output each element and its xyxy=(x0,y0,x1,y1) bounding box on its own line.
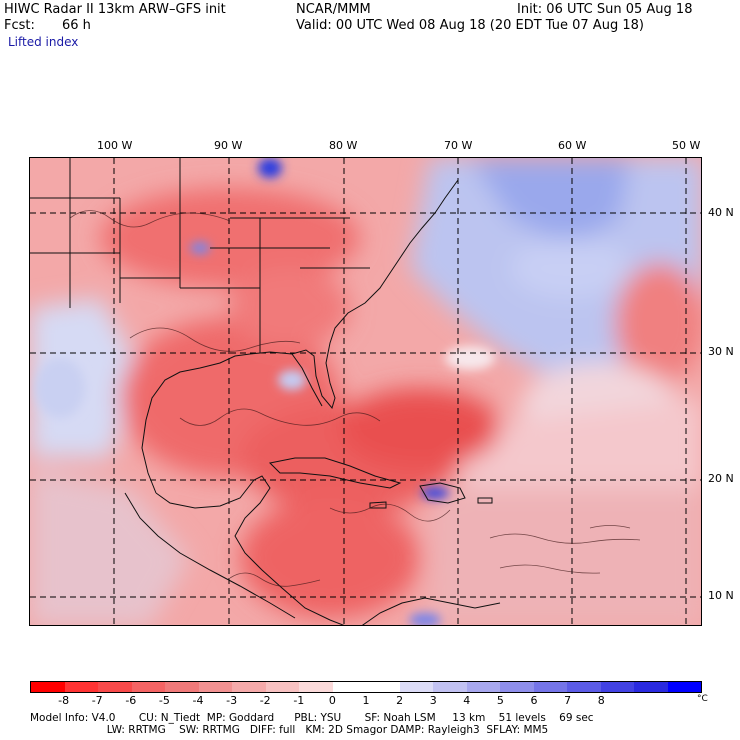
stable-patches xyxy=(35,158,495,625)
colorbar-swatch xyxy=(31,682,65,692)
longitude-label: 90 W xyxy=(214,139,243,152)
colorbar-tick-label: 7 xyxy=(564,694,572,707)
colorbar-swatch xyxy=(634,682,668,692)
colorbar-tick-label: 8 xyxy=(597,694,605,707)
colorbar-swatch xyxy=(98,682,132,692)
colorbar-tick-label: 5 xyxy=(496,694,504,707)
colorbar-swatch xyxy=(265,682,299,692)
map-graphic xyxy=(30,158,701,625)
colorbar-tick-label: -1 xyxy=(293,694,305,707)
coastlines xyxy=(30,158,501,625)
colorbar-swatch xyxy=(399,682,433,692)
longitude-label: 100 W xyxy=(97,139,133,152)
contours xyxy=(69,210,641,587)
longitude-label: 60 W xyxy=(558,139,587,152)
colorbar-tick-label: 1 xyxy=(362,694,370,707)
colorbar-unit: °C xyxy=(697,694,708,704)
colorbar-tick-label: 2 xyxy=(396,694,404,707)
colorbar-tick-label: -6 xyxy=(125,694,137,707)
field-name: Lifted index xyxy=(8,35,79,49)
colorbar-swatch xyxy=(64,682,98,692)
colorbar-tick-label: -4 xyxy=(192,694,204,707)
colorbar-swatch xyxy=(366,682,400,692)
latitude-label: 20 N xyxy=(708,472,734,485)
colorbar-tick-label: -3 xyxy=(226,694,238,707)
model-title: HIWC Radar II 13km ARW–GFS init xyxy=(4,2,226,17)
colorbar-tick-label: -5 xyxy=(158,694,170,707)
colorbar-swatch xyxy=(198,682,232,692)
colorbar-swatch xyxy=(600,682,634,692)
colorbar-swatch xyxy=(299,682,333,692)
lifted-index-map xyxy=(29,157,702,626)
forecast-hours: 66 h xyxy=(62,18,91,33)
colorbar-tick-label: -2 xyxy=(259,694,271,707)
model-info-line-2: LW: RRTMG SW: RRTMG DIFF: full KM: 2D Sm… xyxy=(30,724,549,736)
colorbar-swatch xyxy=(533,682,567,692)
longitude-label: 70 W xyxy=(444,139,473,152)
colorbar xyxy=(30,681,702,693)
colorbar-tick-label: -7 xyxy=(91,694,103,707)
organization-label: NCAR/MMM xyxy=(296,2,371,17)
colorbar-swatch xyxy=(466,682,500,692)
latitude-label: 30 N xyxy=(708,345,734,358)
colorbar-tick-label: 0 xyxy=(328,694,336,707)
valid-time: Valid: 00 UTC Wed 08 Aug 18 (20 EDT Tue … xyxy=(296,18,644,33)
colorbar-tick-label: 4 xyxy=(463,694,471,707)
model-info-line-1: Model Info: V4.0 CU: N_Tiedt MP: Goddard… xyxy=(30,712,594,724)
forecast-label: Fcst: xyxy=(4,18,35,33)
colorbar-tick-label: 6 xyxy=(530,694,538,707)
colorbar-swatch xyxy=(567,682,601,692)
latitude-label: 40 N xyxy=(708,206,734,219)
colorbar-swatch xyxy=(500,682,534,692)
colorbar-tick-label: 3 xyxy=(429,694,437,707)
colorbar-swatch xyxy=(667,682,701,692)
graticule xyxy=(30,158,701,625)
colorbar-swatch xyxy=(131,682,165,692)
init-time: Init: 06 UTC Sun 05 Aug 18 xyxy=(517,2,693,17)
longitude-label: 80 W xyxy=(329,139,358,152)
colorbar-tick-label: -8 xyxy=(58,694,70,707)
latitude-label: 10 N xyxy=(708,589,734,602)
colorbar-swatch xyxy=(232,682,266,692)
colorbar-swatch xyxy=(165,682,199,692)
colorbar-swatch xyxy=(332,682,366,692)
colorbar-swatch xyxy=(433,682,467,692)
longitude-label: 50 W xyxy=(672,139,701,152)
